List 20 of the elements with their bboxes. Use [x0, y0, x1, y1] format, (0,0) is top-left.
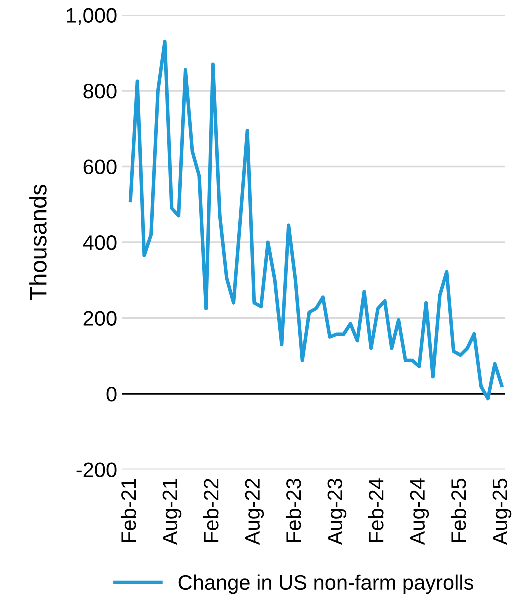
- x-tick-label: Aug-22: [245, 479, 264, 546]
- y-tick-label: -200: [76, 462, 117, 478]
- x-tick-label: Aug-21: [162, 479, 182, 546]
- x-tick-label: Aug-25: [492, 478, 512, 546]
- x-tick-label: Aug-24: [410, 478, 430, 546]
- legend-label: Change in US non-farm payrolls: [178, 574, 474, 594]
- y-tick-label: 400: [83, 235, 117, 250]
- x-tick-label: Feb-25: [450, 478, 466, 542]
- y-tick-label: 600: [84, 160, 117, 174]
- y-axis-title: Thousands: [30, 184, 47, 300]
- x-tick-label: Feb-24: [368, 478, 384, 542]
- y-tick-label: 200: [84, 311, 117, 326]
- x-tick-label: Aug-23: [328, 478, 347, 546]
- x-tick-label: Feb-23: [286, 478, 302, 542]
- y-tick-label: 1,000: [67, 8, 117, 26]
- x-tick-label: Feb-21: [120, 479, 136, 542]
- x-tick-label: Feb-22: [203, 479, 219, 542]
- line-series: [128, 40, 504, 401]
- y-tick-label: 0: [106, 386, 117, 402]
- y-tick-label: 800: [84, 84, 117, 99]
